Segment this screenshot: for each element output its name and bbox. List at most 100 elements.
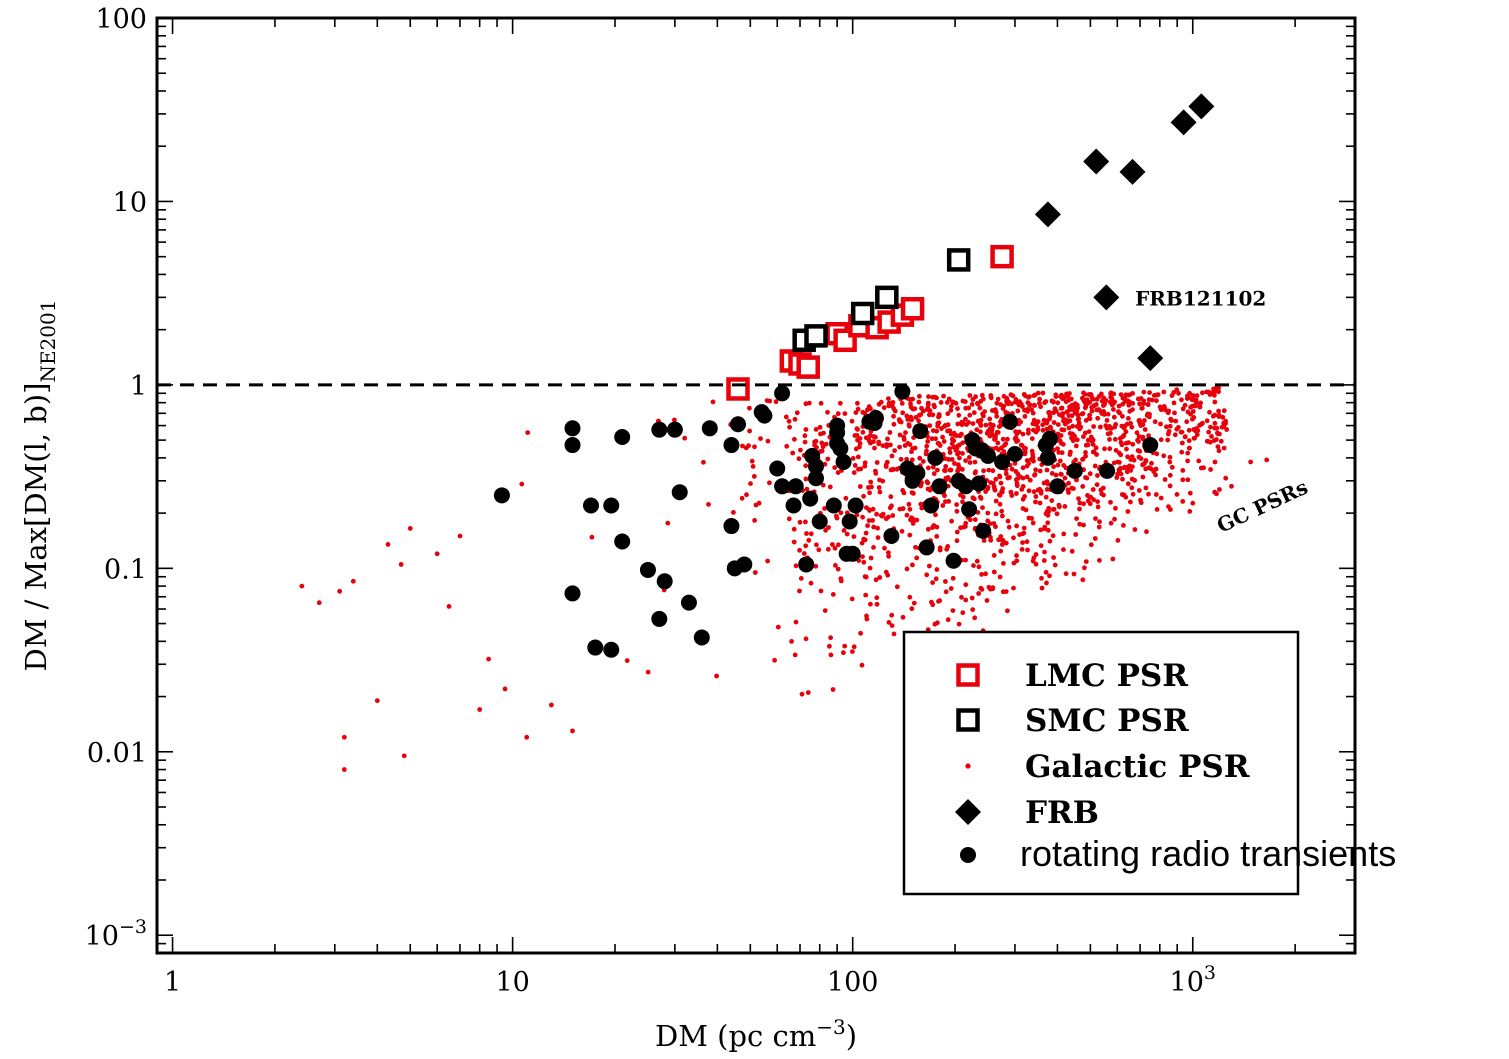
galactic-psr-point — [589, 534, 595, 540]
galactic-psr-point — [1158, 437, 1164, 443]
galactic-psr-point — [966, 420, 971, 425]
galactic-psr-point — [794, 410, 800, 416]
galactic-psr-point — [958, 492, 963, 498]
galactic-psr-point — [1223, 475, 1229, 481]
galactic-psr-point — [949, 518, 954, 524]
galactic-psr-point — [971, 410, 977, 416]
galactic-psr-point — [1122, 464, 1127, 470]
galactic-psr-point — [907, 506, 913, 512]
smc-psr-points — [792, 248, 971, 353]
galactic-psr-point — [1215, 430, 1220, 436]
galactic-psr-point — [939, 426, 944, 431]
galactic-psr-point — [990, 423, 996, 428]
galactic-psr-point — [1048, 425, 1054, 431]
galactic-psr-point — [1119, 492, 1125, 497]
galactic-psr-point — [852, 463, 858, 468]
galactic-psr-point — [1264, 457, 1270, 463]
galactic-psr-point — [1006, 524, 1012, 530]
galactic-psr-point — [1137, 401, 1142, 407]
galactic-psr-point — [1045, 481, 1051, 487]
galactic-psr-point — [1120, 401, 1126, 407]
rrat-point — [1142, 437, 1159, 454]
galactic-psr-point — [993, 511, 999, 517]
galactic-psr-point — [1094, 407, 1100, 413]
galactic-psr-point — [1118, 471, 1124, 477]
galactic-psr-point — [877, 575, 883, 580]
galactic-psr-point — [1059, 405, 1065, 411]
x-tick-label-exponent: 3 — [1204, 962, 1216, 984]
galactic-psr-point — [1191, 415, 1197, 420]
galactic-psr-point — [991, 484, 997, 489]
galactic-psr-point — [1014, 553, 1019, 558]
galactic-psr-point — [1192, 435, 1198, 441]
galactic-psr-point — [775, 624, 781, 630]
galactic-psr-point — [978, 496, 984, 501]
galactic-psr-point — [1037, 486, 1042, 492]
galactic-psr-point — [1216, 448, 1222, 454]
galactic-psr-point — [790, 450, 796, 456]
rrat-point — [1066, 462, 1083, 479]
galactic-psr-point — [1045, 520, 1051, 526]
galactic-psr-point — [927, 563, 932, 569]
galactic-psr-point — [1174, 387, 1180, 393]
galactic-psr-point — [859, 662, 865, 668]
galactic-psr-point — [1179, 449, 1185, 455]
galactic-psr-point — [897, 417, 902, 423]
galactic-psr-point — [943, 589, 949, 595]
galactic-psr-point — [1062, 475, 1068, 481]
galactic-psr-point — [797, 547, 802, 553]
galactic-psr-point — [1012, 399, 1018, 405]
galactic-psr-point — [987, 416, 993, 422]
smc-psr-point — [946, 248, 971, 272]
galactic-psr-point — [1112, 516, 1117, 522]
y-tick-label: 10−3 — [85, 916, 147, 952]
galactic-psr-point — [945, 411, 951, 417]
galactic-psr-point — [927, 412, 932, 418]
galactic-psr-point — [1088, 392, 1094, 397]
galactic-psr-point — [1018, 401, 1024, 407]
galactic-psr-point — [920, 459, 926, 464]
rrat-point — [918, 539, 935, 556]
galactic-psr-point — [1029, 436, 1035, 441]
galactic-psr-point — [918, 501, 924, 507]
galactic-psr-point — [1136, 454, 1142, 460]
galactic-psr-point — [851, 534, 857, 539]
galactic-psr-point — [1146, 433, 1151, 439]
galactic-psr-point — [1081, 434, 1086, 439]
rrat-point — [807, 458, 824, 475]
galactic-psr-point — [797, 588, 802, 594]
galactic-psr-point — [1130, 391, 1135, 396]
galactic-psr-point — [897, 444, 902, 450]
galactic-psr-point — [931, 523, 937, 528]
galactic-psr-point — [901, 434, 907, 440]
y-tick-label: 0.1 — [104, 554, 147, 585]
galactic-psr-point — [995, 396, 1001, 402]
galactic-psr-point — [1051, 420, 1057, 425]
galactic-psr-point — [1129, 485, 1135, 491]
galactic-psr-point — [1083, 559, 1089, 564]
galactic-psr-point — [1186, 427, 1192, 433]
galactic-psr-point — [1074, 437, 1080, 443]
galactic-psr-point — [1119, 442, 1125, 448]
galactic-psr-point — [855, 454, 861, 460]
x-axis-title: DM (pc cm−3) — [655, 1015, 857, 1053]
galactic-psr-point — [998, 548, 1004, 554]
galactic-psr-point — [890, 513, 896, 518]
galactic-psr-point — [983, 489, 989, 494]
galactic-psr-point — [1126, 416, 1131, 421]
galactic-psr-point — [747, 428, 752, 434]
galactic-psr-point — [1105, 431, 1111, 437]
y-tick-label: 0.01 — [87, 738, 147, 769]
galactic-psr-point — [1215, 444, 1221, 450]
smc-psr-point — [875, 285, 899, 310]
galactic-psr-point — [1032, 472, 1037, 478]
galactic-psr-point — [1009, 466, 1015, 472]
galactic-psr-point — [907, 594, 913, 600]
rrat-point — [787, 478, 804, 495]
rrat-point — [564, 437, 581, 454]
galactic-psr-point — [830, 592, 836, 597]
galactic-psr-point — [909, 606, 915, 612]
galactic-psr-point — [1126, 400, 1132, 406]
galactic-psr-point — [961, 524, 967, 530]
galactic-psr-point — [672, 417, 677, 423]
